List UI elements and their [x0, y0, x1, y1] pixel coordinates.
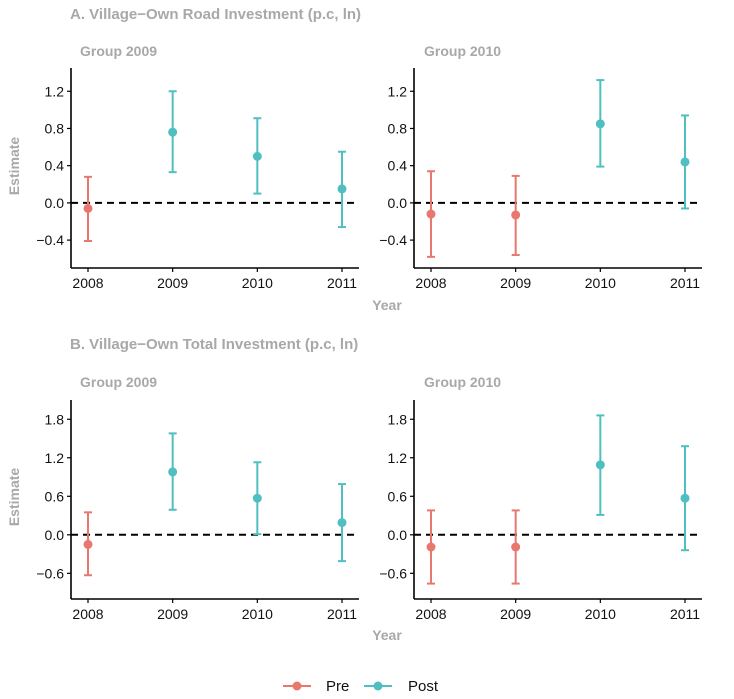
- panel-a: A. Village−Own Road Investment (p.c, ln)…: [6, 6, 702, 313]
- panel-b: B. Village−Own Total Investment (p.c, ln…: [6, 336, 702, 643]
- estimate-point: [83, 539, 93, 549]
- y-tick-label: −0.4: [36, 232, 64, 248]
- legend-pre-swatch-point: [292, 681, 302, 691]
- y-tick-label: 1.2: [388, 450, 408, 466]
- panel-b-y-axis-label: Estimate: [6, 468, 22, 527]
- estimate-point: [252, 151, 262, 161]
- y-tick-label: 0.0: [388, 195, 408, 211]
- estimate-point: [511, 210, 521, 220]
- x-tick-label: 2008: [415, 275, 446, 291]
- x-tick-label: 2010: [585, 606, 616, 622]
- x-tick-label: 2010: [585, 275, 616, 291]
- x-tick-label: 2008: [415, 606, 446, 622]
- x-tick-label: 2011: [327, 606, 357, 622]
- y-tick-label: 1.8: [45, 411, 65, 427]
- y-tick-label: 1.2: [45, 83, 65, 99]
- panel-a-facet-2-title: Group 2010: [424, 43, 501, 59]
- panel-b-facet-2-title: Group 2010: [424, 374, 501, 390]
- y-tick-label: 0.4: [388, 158, 408, 174]
- legend: Pre Post: [283, 678, 439, 695]
- legend-post-swatch-point: [373, 681, 383, 691]
- y-tick-label: 0.6: [45, 488, 65, 504]
- x-tick-label: 2009: [157, 606, 188, 622]
- estimate-point: [680, 157, 690, 167]
- estimate-point: [595, 119, 605, 129]
- panel-b-facet-1-title: Group 2009: [80, 374, 157, 390]
- y-tick-label: −0.6: [379, 565, 407, 581]
- y-tick-label: 0.8: [388, 120, 408, 136]
- y-tick-label: 0.6: [388, 488, 408, 504]
- y-tick-label: 0.0: [388, 527, 408, 543]
- legend-item-pre: Pre: [283, 678, 349, 695]
- estimate-point: [680, 493, 690, 503]
- x-tick-label: 2011: [670, 275, 700, 291]
- panel-b-facet-2-plot: −0.6 0.0 0.6 1.2 1.8 2008 2009 2010 2011: [379, 400, 702, 622]
- y-tick-label: −0.6: [36, 565, 64, 581]
- estimate-point: [595, 460, 605, 470]
- x-tick-label: 2011: [327, 275, 357, 291]
- legend-pre-label: Pre: [326, 678, 349, 695]
- x-tick-label: 2010: [242, 606, 273, 622]
- legend-item-post: Post: [364, 678, 439, 695]
- y-tick-label: 0.0: [45, 195, 65, 211]
- panel-a-title: A. Village−Own Road Investment (p.c, ln): [70, 6, 361, 23]
- estimate-point: [168, 467, 178, 477]
- y-tick-label: 1.2: [388, 83, 408, 99]
- estimate-point: [168, 127, 178, 137]
- y-tick-label: 0.8: [45, 120, 65, 136]
- x-tick-label: 2008: [72, 606, 103, 622]
- panel-b-title: B. Village−Own Total Investment (p.c, ln…: [70, 336, 358, 353]
- estimate-point: [426, 209, 436, 219]
- panel-a-facet-1-title: Group 2009: [80, 43, 157, 59]
- panel-b-x-axis-label: Year: [372, 627, 402, 643]
- x-tick-label: 2009: [500, 275, 531, 291]
- estimate-point: [426, 542, 436, 552]
- panel-a-y-axis-label: Estimate: [6, 137, 22, 196]
- estimate-point: [337, 518, 347, 528]
- y-tick-label: −0.4: [379, 232, 407, 248]
- y-tick-label: 1.2: [45, 450, 65, 466]
- panel-a-facet-2-plot: −0.4 0.0 0.4 0.8 1.2 2008 2009 2010 2011: [379, 68, 702, 291]
- x-tick-label: 2010: [242, 275, 273, 291]
- x-tick-label: 2009: [500, 606, 531, 622]
- x-tick-label: 2008: [72, 275, 103, 291]
- y-tick-label: 0.0: [45, 527, 65, 543]
- estimate-point: [252, 493, 262, 503]
- legend-post-label: Post: [408, 678, 439, 695]
- estimate-point: [83, 203, 93, 213]
- panel-a-facet-1-plot: −0.4 0.0 0.4 0.8 1.2 2008 2009 2010 2011: [36, 68, 359, 291]
- estimate-point: [337, 184, 347, 194]
- panel-b-facet-1-plot: −0.6 0.0 0.6 1.2 1.8 2008 2009 2010 2011: [36, 400, 359, 622]
- y-tick-label: 0.4: [45, 158, 65, 174]
- x-tick-label: 2011: [670, 606, 700, 622]
- panel-a-x-axis-label: Year: [372, 297, 402, 313]
- x-tick-label: 2009: [157, 275, 188, 291]
- y-tick-label: 1.8: [388, 411, 408, 427]
- estimate-point: [511, 542, 521, 552]
